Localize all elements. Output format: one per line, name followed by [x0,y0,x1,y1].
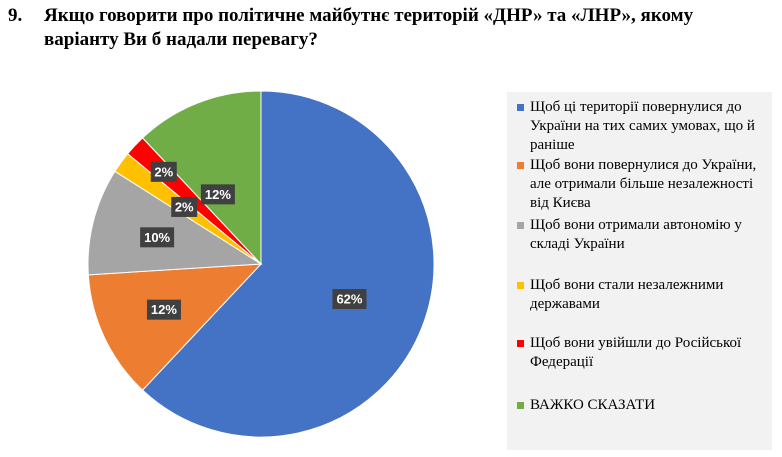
question-number: 9. [8,5,23,26]
data-label-2: 12% [146,299,181,320]
legend-label: Щоб вони стали незалежними державами [530,277,724,312]
data-label-box [200,184,235,205]
pie-slice-1 [141,90,435,438]
data-label-text: 12% [205,187,231,202]
data-label-box [332,289,367,310]
pie-slice-2 [87,263,263,391]
data-label-6: 12% [200,184,235,205]
legend-swatch [517,282,524,289]
legend-label: Щоб вони увійшли до Російської Федерації [530,335,742,370]
legend-swatch [517,162,524,169]
legend-label: Щоб вони повернулися до України, але отр… [530,157,757,211]
data-label-box [150,161,177,182]
legend-item-5: Щоб вони увійшли до Російської Федерації [517,334,767,372]
question-text: Якщо говорити про політичне майбутнє тер… [44,5,694,50]
data-label-text: 62% [336,292,362,307]
legend-item-3: Щоб вони отримали автономію у складі Укр… [517,216,767,254]
legend-label: Щоб вони отримали автономію у складі Укр… [530,217,742,252]
legend-item-6: ВАЖКО СКАЗАТИ [517,396,767,415]
data-label-text: 2% [175,199,194,214]
data-label-4: 2% [171,196,198,217]
data-label-text: 2% [154,164,173,179]
chart-legend: Щоб ці території повернулися до України … [507,92,772,450]
data-label-1: 62% [332,289,367,310]
legend-label: Щоб ці території повернулися до України … [530,99,755,153]
legend-swatch [517,222,524,229]
pie-slice-3 [87,170,263,276]
data-label-box [146,299,181,320]
legend-swatch [517,340,524,347]
legend-swatch [517,104,524,111]
data-label-5: 2% [150,161,177,182]
legend-swatch [517,402,524,409]
data-label-3: 10% [140,227,175,248]
legend-item-2: Щоб вони повернулися до України, але отр… [517,156,767,213]
data-label-text: 12% [151,302,177,317]
data-label-box [140,227,175,248]
legend-label: ВАЖКО СКАЗАТИ [530,397,656,413]
legend-item-1: Щоб ці території повернулися до України … [517,98,767,155]
data-label-text: 10% [144,230,170,245]
pie-slice-6 [141,90,262,266]
legend-item-4: Щоб вони стали незалежними державами [517,276,767,314]
data-label-box [171,196,198,217]
